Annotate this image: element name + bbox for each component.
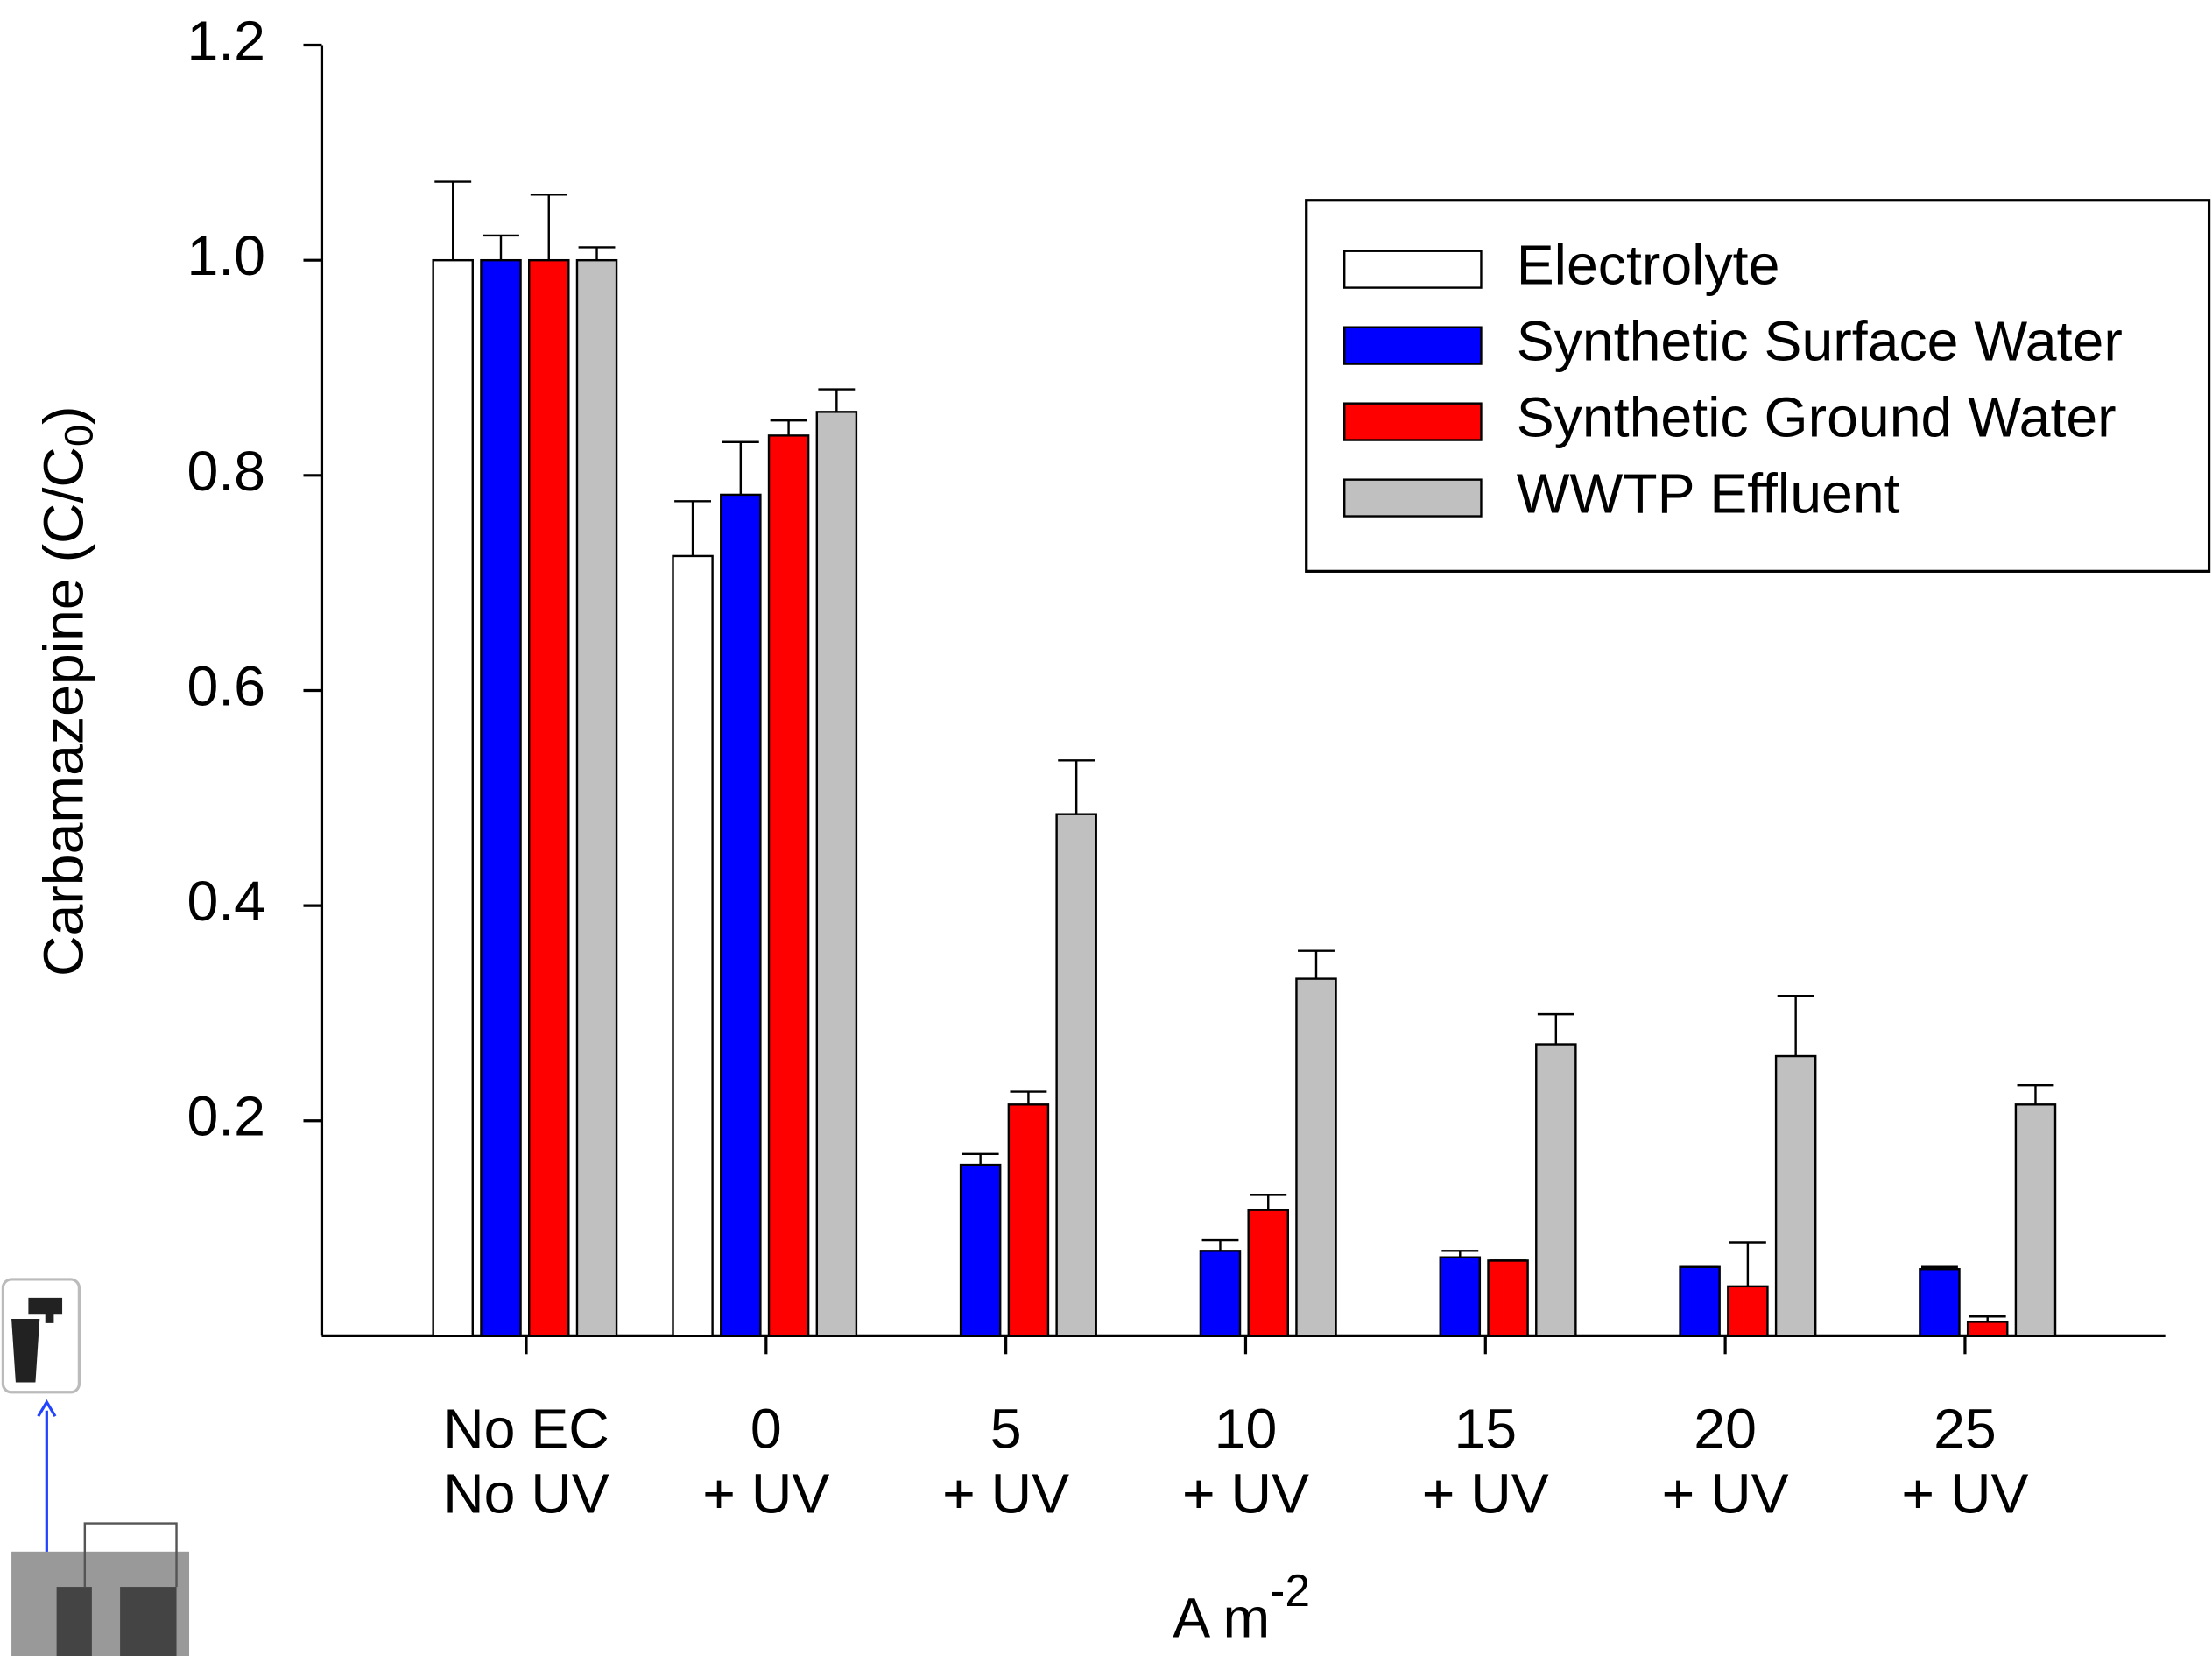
error-bar (818, 388, 856, 412)
y-tick-label: 0.8 (187, 440, 265, 503)
x-tick-label: 15 (1454, 1398, 1517, 1461)
bar (575, 258, 618, 1337)
error-bar (1441, 1250, 1479, 1258)
y-label-main: Carbamazepine (C/C (32, 447, 95, 976)
bar (1535, 1043, 1577, 1337)
x-tick-label: 10 (1215, 1398, 1278, 1461)
x-label-sup: -2 (1270, 1565, 1310, 1616)
legend-swatch (1343, 402, 1483, 441)
error-bar (1777, 995, 1814, 1057)
error-bar (2017, 1083, 2054, 1105)
error-bar (674, 500, 711, 556)
legend-label: WWTP Effluent (1517, 462, 1900, 525)
error-bar (483, 234, 519, 261)
y-axis-label: Carbamazepine (C/C0) (32, 406, 102, 977)
legend-swatch (1343, 326, 1483, 365)
x-tick-label: + UV (702, 1462, 829, 1526)
y-tick-label: 0.4 (187, 870, 265, 933)
x-tick-label: + UV (942, 1462, 1069, 1526)
legend-swatch (1343, 250, 1483, 289)
x-axis-label: A m-2 (1173, 1565, 1310, 1650)
icon (1, 1278, 190, 1656)
icon-glass (11, 1319, 40, 1383)
x-tick-label: + UV (1422, 1462, 1549, 1526)
error-bar (578, 246, 616, 261)
icon-arrowhead (37, 1399, 57, 1418)
icon-cathode (120, 1587, 177, 1656)
legend-label: Electrolyte (1517, 234, 1780, 297)
bar (672, 554, 714, 1337)
error-bar (1010, 1090, 1047, 1105)
x-label-main: A m (1173, 1586, 1270, 1649)
bar (815, 411, 858, 1337)
y-tick-label: 1.0 (187, 224, 265, 287)
x-tick-label: 0 (750, 1398, 782, 1461)
bar (1055, 813, 1097, 1337)
bar (1007, 1103, 1050, 1337)
y-tick-label: 1.2 (187, 10, 265, 73)
error-bar (1537, 1012, 1574, 1045)
x-tick-label: No EC (443, 1398, 609, 1461)
error-bar (962, 1152, 999, 1166)
y-label-sub: 0 (57, 425, 102, 447)
icon-wire (83, 1522, 178, 1588)
y-tick-label: 0.6 (187, 654, 265, 717)
icon-tap (28, 1297, 63, 1323)
error-bar (434, 180, 472, 261)
bar (1919, 1268, 1961, 1337)
bar (720, 493, 762, 1337)
x-tick-label: 20 (1694, 1398, 1757, 1461)
bar (2014, 1103, 2057, 1337)
bar (767, 434, 810, 1337)
x-tick-label: + UV (1182, 1462, 1309, 1526)
error-bar (1969, 1315, 2006, 1322)
error-bar (1729, 1241, 1766, 1286)
legend-label: Synthetic Ground Water (1517, 386, 2117, 449)
y-tick-label: 0.2 (187, 1085, 265, 1148)
bar (432, 258, 474, 1337)
error-bar (770, 419, 807, 436)
error-bar (1058, 759, 1095, 814)
bar (480, 258, 522, 1337)
error-bar (1250, 1194, 1287, 1210)
bar (1727, 1285, 1769, 1337)
x-tick-label: + UV (1662, 1462, 1789, 1526)
bar (1774, 1054, 1817, 1337)
bar (1439, 1256, 1482, 1337)
x-tick-label: + UV (1901, 1462, 2028, 1526)
bar (1487, 1259, 1529, 1337)
error-bar (1298, 949, 1335, 979)
bar (1966, 1321, 2009, 1337)
x-tick-label: 5 (990, 1398, 1022, 1461)
error-bar (1921, 1265, 1958, 1270)
error-bar (530, 194, 567, 261)
bar (1199, 1250, 1242, 1337)
x-tick-label: No UV (443, 1462, 609, 1526)
x-tick-label: 25 (1934, 1398, 1997, 1461)
y-label-end: ) (32, 406, 95, 425)
error-bar (1201, 1238, 1239, 1251)
bar (528, 258, 570, 1337)
legend-label: Synthetic Surface Water (1517, 310, 2123, 373)
icon-anode (56, 1587, 92, 1656)
bar (1247, 1209, 1289, 1337)
legend-swatch (1343, 478, 1483, 518)
bar (959, 1163, 1002, 1337)
bar (1679, 1265, 1721, 1337)
error-bar (722, 440, 759, 495)
bar (1295, 977, 1337, 1337)
